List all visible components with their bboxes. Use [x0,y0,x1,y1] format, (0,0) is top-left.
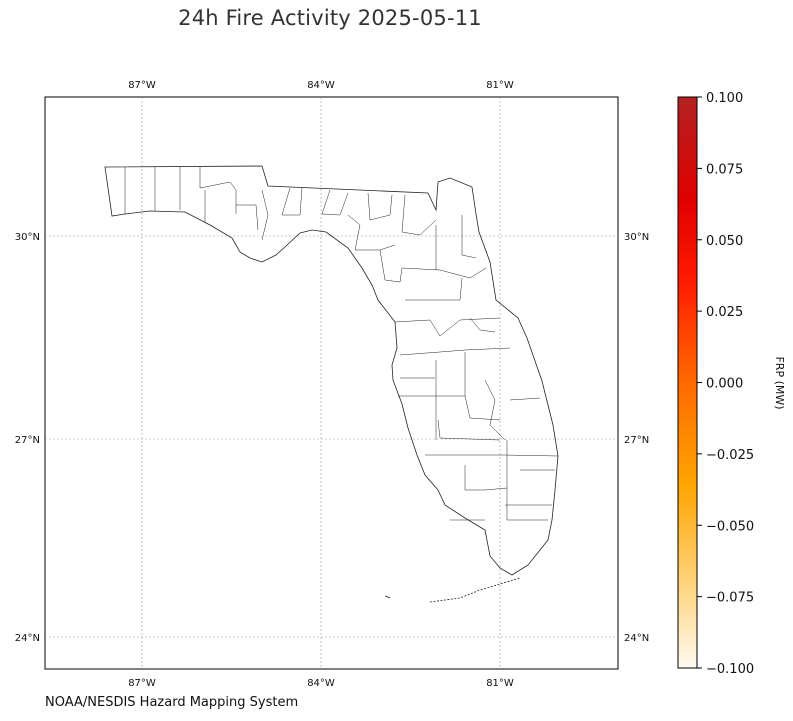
map-title: 24h Fire Activity 2025-05-11 [178,6,482,30]
lat-tick-right-2: 27°N [624,435,649,446]
lat-tick-right-3: 24°N [624,633,649,644]
colorbar-tick-label: 0.100 [706,91,743,106]
colorbar-tick-label: 0.025 [706,305,743,320]
top-lon-ticks: 87°W 84°W 81°W [128,80,514,91]
lon-tick-bottom-2: 84°W [307,678,335,689]
right-lat-ticks: 30°N 27°N 24°N [624,232,649,644]
colorbar-tick-label: −0.100 [706,662,754,677]
colorbar [677,96,698,669]
lon-tick-bottom-3: 81°W [486,678,514,689]
lon-tick-top-3: 81°W [486,80,514,91]
lon-tick-bottom-1: 87°W [128,678,156,689]
lat-tick-right-1: 30°N [624,232,649,243]
lat-tick-left-3: 24°N [15,633,40,644]
lon-tick-top-1: 87°W [128,80,156,91]
lon-tick-top-2: 84°W [307,80,335,91]
graticule [45,97,618,669]
bottom-lon-ticks: 87°W 84°W 81°W [128,678,514,689]
florida-outline [104,165,559,576]
colorbar-tick-label: 0.075 [706,162,743,177]
map-frame [44,96,619,670]
colorbar-tick-label: 0.000 [706,377,743,392]
state-florida [104,165,559,603]
colorbar-tick-label: −0.050 [706,519,754,534]
colorbar-tick-label: 0.050 [706,234,743,249]
colorbar-label: FRP (MW) [773,356,786,409]
colorbar-ticks: 0.100 0.075 0.050 0.025 0.000 −0.025 −0.050 −0.… [697,91,754,677]
source-credit: NOAA/NESDIS Hazard Mapping System [45,695,299,710]
lat-tick-left-1: 30°N [15,232,40,243]
left-lat-ticks: 30°N 27°N 24°N [15,232,40,644]
colorbar-tick-label: −0.025 [706,448,754,463]
county-lines [124,167,559,521]
lat-tick-left-2: 27°N [15,435,40,446]
colorbar-tick-label: −0.075 [706,591,754,606]
